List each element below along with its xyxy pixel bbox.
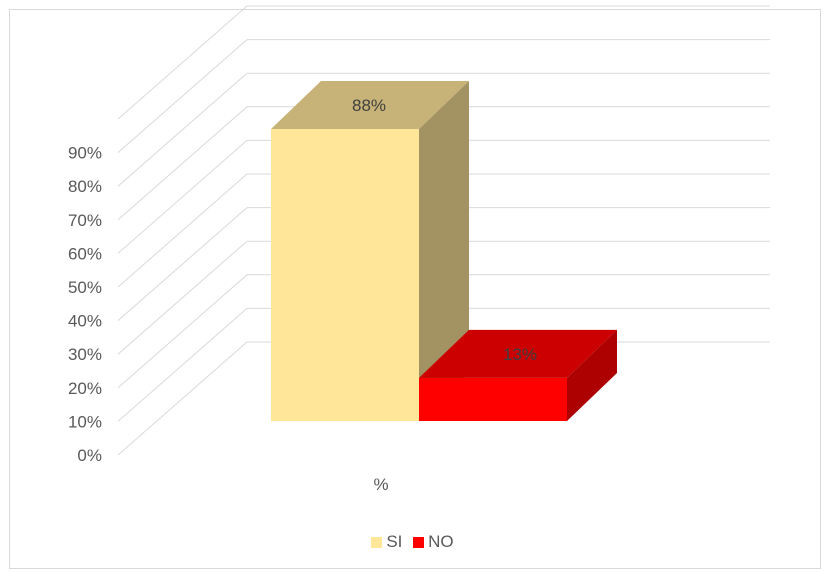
legend-swatch-no xyxy=(413,537,425,548)
gridline-side-2 xyxy=(117,274,248,389)
bar-top-si xyxy=(271,81,469,129)
gridline-side-9 xyxy=(117,39,248,153)
bars xyxy=(271,81,617,421)
y-tick-label: 60% xyxy=(68,244,102,263)
bar-side-si xyxy=(419,81,469,421)
bar-top-no xyxy=(419,329,617,378)
y-tick-label: 30% xyxy=(68,345,102,364)
data-label-no: 13% xyxy=(503,345,537,364)
bar-front-si xyxy=(271,129,419,421)
bar-no xyxy=(419,329,617,421)
gridline-side-6 xyxy=(117,140,248,254)
y-axis-ticks: 0% 10% 20% 30% 40% 50% 60% 70% 80% 90% xyxy=(68,144,102,465)
y-tick-label: 10% xyxy=(68,412,102,431)
y-tick-label: 90% xyxy=(68,144,102,163)
y-tick-label: 80% xyxy=(68,177,102,196)
y-tick-label: 50% xyxy=(68,278,102,297)
legend-swatch-si xyxy=(371,537,383,548)
legend: SI NO xyxy=(0,532,825,552)
legend-label-no: NO xyxy=(428,532,454,551)
category-label: % xyxy=(373,475,388,494)
gridline-side-7 xyxy=(117,106,248,221)
gridline-side-5 xyxy=(117,173,248,288)
y-tick-label: 40% xyxy=(68,312,102,331)
legend-item-no: NO xyxy=(413,532,454,552)
gridline-side-4 xyxy=(117,207,248,321)
y-tick-label: 70% xyxy=(68,211,102,230)
bar-side-no xyxy=(567,329,617,421)
y-tick-label: 0% xyxy=(77,446,102,465)
y-tick-label: 20% xyxy=(68,379,102,398)
data-labels: 88% 13% xyxy=(352,96,537,364)
gridline-side-8 xyxy=(117,72,248,187)
bar-front-no xyxy=(419,377,567,421)
data-label-si: 88% xyxy=(352,96,386,115)
legend-label-si: SI xyxy=(386,532,403,551)
gridline-side-10 xyxy=(117,5,248,120)
bar-si xyxy=(271,81,469,421)
gridline-side-0 xyxy=(117,341,248,456)
gridline-side-1 xyxy=(117,308,248,422)
gridline-side-3 xyxy=(117,240,248,355)
legend-item-si: SI xyxy=(371,532,402,552)
